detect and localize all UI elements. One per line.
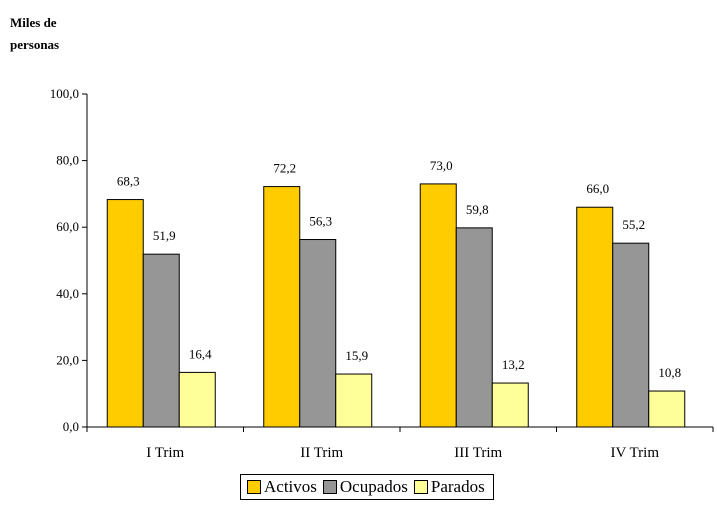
bar-activos-4 <box>576 206 614 428</box>
data-label: 13,2 <box>502 357 525 372</box>
bar-parados-4 <box>648 390 686 428</box>
data-label: 15,9 <box>345 348 368 363</box>
data-label: 73,0 <box>430 158 453 173</box>
legend-swatch <box>413 480 428 494</box>
y-tick-label: 80,0 <box>56 153 79 168</box>
y-tick-label: 40,0 <box>56 286 79 301</box>
data-label: 72,2 <box>273 161 296 176</box>
bar-parados-2 <box>335 373 373 428</box>
data-label: 68,3 <box>117 174 140 189</box>
y-tick-label: 20,0 <box>56 352 79 367</box>
data-label: 16,4 <box>189 346 212 361</box>
legend-swatch <box>322 480 337 494</box>
y-axis-unit-label: Miles de personas <box>10 15 60 52</box>
bar-activos-2 <box>263 186 301 428</box>
legend-swatch <box>247 480 261 494</box>
bar-parados-1 <box>178 371 216 428</box>
y-tick-label: 60,0 <box>56 219 79 234</box>
legend-item-ocupados: Ocupados <box>322 477 408 497</box>
x-category-label: III Trim <box>454 445 502 461</box>
y-tick-label: 0,0 <box>63 419 79 434</box>
chart-legend: Activos Ocupados Parados <box>240 474 494 500</box>
bar-activos-1 <box>106 199 144 428</box>
data-label: 56,3 <box>309 214 332 229</box>
bar-parados-3 <box>491 382 529 428</box>
data-label: 59,8 <box>466 202 489 217</box>
legend-item-parados: Parados <box>413 477 485 497</box>
x-category-label: II Trim <box>300 445 343 461</box>
bar-ocupados-4 <box>612 242 650 428</box>
legend-item-activos: Activos <box>247 477 317 497</box>
data-label: 66,0 <box>586 181 609 196</box>
data-label: 51,9 <box>153 228 176 243</box>
data-label: 55,2 <box>622 217 645 232</box>
data-label: 10,8 <box>658 365 681 380</box>
legend-label: Parados <box>430 477 485 496</box>
bar-ocupados-3 <box>455 227 493 428</box>
y-tick-label: 100,0 <box>50 86 79 101</box>
legend-label: Ocupados <box>339 477 408 496</box>
legend-label: Activos <box>264 477 317 496</box>
bar-ocupados-1 <box>142 253 180 428</box>
x-category-label: I Trim <box>146 445 184 461</box>
x-category-label: IV Trim <box>610 445 659 461</box>
bar-activos-3 <box>419 183 457 428</box>
bar-ocupados-2 <box>299 239 337 428</box>
